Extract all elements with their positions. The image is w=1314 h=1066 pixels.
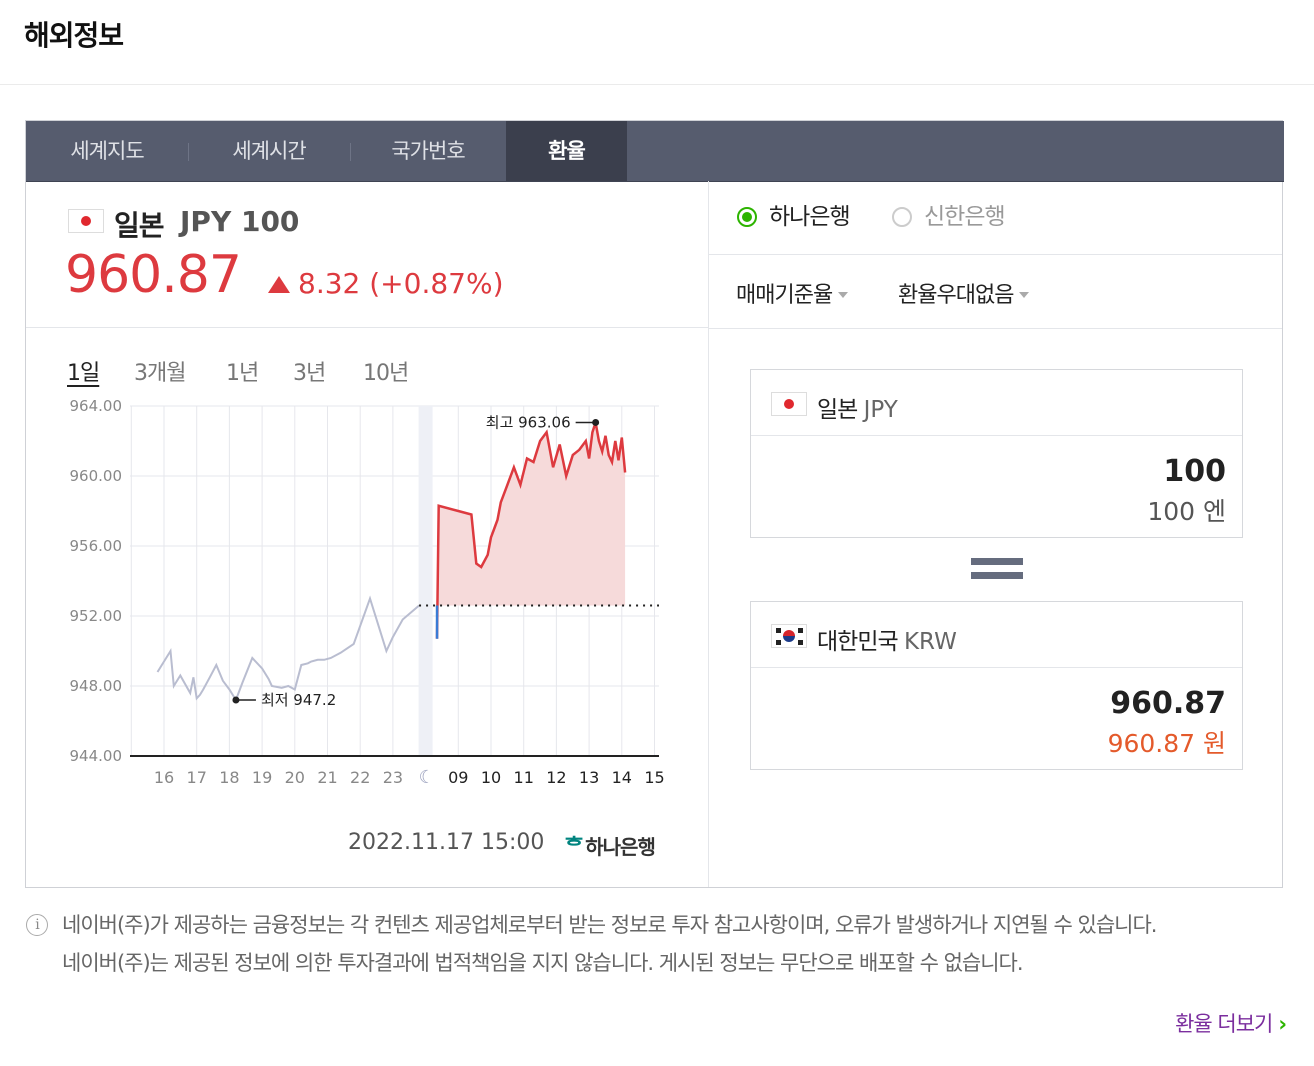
- chart-grid: [130, 405, 659, 757]
- from-country: 일본: [817, 397, 858, 423]
- exchange-widget: 세계지도 세계시간 국가번호 환율 일본 JPY 100 960.87 8.32…: [25, 120, 1284, 888]
- hana-bank-symbol-icon: ᄒ: [564, 835, 584, 860]
- converter-panel: 하나은행 신한은행 매매기준율 환율우대없음 일본 JPY 100 100 엔: [709, 181, 1282, 887]
- low-label: 최저 947.2: [261, 691, 336, 709]
- tab-separator: [188, 143, 189, 161]
- to-currency-header[interactable]: 대한민국 KRW: [751, 602, 1242, 668]
- x-tick-label: 10: [481, 768, 501, 787]
- currency-code: JPY 100: [180, 205, 300, 238]
- radio-unselected-icon: [892, 207, 912, 227]
- period-3months[interactable]: 3개월: [134, 361, 186, 386]
- chevron-right-icon: ›: [1278, 1012, 1287, 1036]
- y-tick-label: 960.00: [70, 467, 123, 485]
- japan-flag-icon: [771, 392, 807, 416]
- caret-down-icon: [1019, 292, 1030, 298]
- radio-hana-bank[interactable]: 하나은행: [737, 197, 851, 231]
- chart-timestamp: 2022.11.17 15:00: [348, 830, 545, 855]
- disclaimer-line: 네이버(주)가 제공하는 금융정보는 각 컨텐츠 제공업체로부터 받는 정보로 …: [62, 913, 1157, 937]
- high-annotation: 최고 963.06: [486, 413, 600, 431]
- header: 해외정보: [0, 0, 1314, 85]
- y-tick-label: 952.00: [70, 607, 123, 625]
- x-axis-labels: 16 17 18 19 20 21 22 23 09 10 11 12 13 14 15: [154, 768, 665, 787]
- disclaimer-line: 네이버(주)는 제공된 정보에 의한 투자결과에 법적책임을 지지 않습니다. …: [62, 951, 1024, 975]
- discount-dropdown[interactable]: 환율우대없음: [898, 277, 1030, 309]
- y-axis-labels: 964.00 960.00 956.00 952.00 948.00 944.00: [70, 397, 123, 765]
- from-amount-text: 100 엔: [1147, 497, 1226, 526]
- x-tick-label: 22: [350, 768, 370, 787]
- to-code: KRW: [903, 629, 957, 655]
- x-tick-label: 13: [579, 768, 599, 787]
- period-10years[interactable]: 10년: [363, 361, 409, 386]
- bank-selector: 하나은행 신한은행: [709, 181, 1282, 255]
- previous-line: [156, 595, 420, 703]
- japan-flag-icon: [68, 209, 104, 233]
- tab-bar: 세계지도 세계시간 국가번호 환율: [26, 121, 1284, 182]
- x-tick-label: 16: [154, 768, 174, 787]
- rate-panel: 일본 JPY 100 960.87 8.32 (+0.87%) 1일 3개월 1…: [26, 181, 709, 887]
- tab-world-time[interactable]: 세계시간: [232, 139, 306, 163]
- from-amount-input[interactable]: 100: [1163, 454, 1226, 489]
- high-label: 최고 963.06: [486, 413, 571, 431]
- x-tick-label: 14: [612, 768, 632, 787]
- hana-bank-logo: ᄒ 하나은행: [564, 835, 656, 860]
- rate-type-dropdown[interactable]: 매매기준율: [736, 277, 849, 309]
- y-tick-label: 948.00: [70, 677, 123, 695]
- tab-country-code[interactable]: 국가번호: [391, 139, 465, 163]
- divider: [26, 327, 708, 328]
- radio-shinhan-bank[interactable]: 신한은행: [892, 197, 1006, 231]
- caret-down-icon: [838, 292, 849, 298]
- x-tick-label: 19: [252, 768, 272, 787]
- y-tick-label: 944.00: [70, 747, 123, 765]
- from-code: JPY: [863, 397, 898, 423]
- rate-options: 매매기준율 환율우대없음: [709, 255, 1282, 329]
- page-title: 해외정보: [24, 19, 124, 52]
- today-line: [435, 422, 627, 639]
- period-1year[interactable]: 1년: [226, 361, 259, 386]
- korea-flag-icon: [771, 624, 807, 648]
- x-tick-label: 21: [317, 768, 337, 787]
- equals-icon: [971, 558, 1023, 586]
- overnight-band: [418, 406, 433, 756]
- x-tick-label: 20: [285, 768, 305, 787]
- x-tick-label: 23: [383, 768, 403, 787]
- low-annotation: 최저 947.2: [232, 691, 336, 709]
- up-arrow-icon: [268, 276, 290, 293]
- x-tick-label: 18: [219, 768, 239, 787]
- tab-exchange-rate[interactable]: 환율: [506, 121, 627, 181]
- period-3years[interactable]: 3년: [293, 361, 326, 386]
- x-tick-label: 17: [187, 768, 207, 787]
- converter-to[interactable]: 대한민국 KRW 960.87 960.87 원: [750, 601, 1243, 770]
- tab-separator: [350, 143, 351, 161]
- radio-selected-icon: [737, 207, 757, 227]
- y-tick-label: 956.00: [70, 537, 123, 555]
- current-rate: 960.87: [65, 245, 242, 305]
- currency-country: 일본: [114, 209, 165, 242]
- x-tick-label: 09: [448, 768, 468, 787]
- period-1day[interactable]: 1일: [67, 361, 100, 386]
- exchange-more-link[interactable]: 환율 더보기 ›: [1175, 1012, 1287, 1036]
- to-amount-text: 960.87 원: [1107, 729, 1226, 758]
- today-area-fill: [437, 422, 626, 639]
- tab-world-map[interactable]: 세계지도: [70, 139, 144, 163]
- y-tick-label: 964.00: [70, 397, 123, 415]
- moon-icon: ☾: [419, 767, 435, 788]
- to-amount-input[interactable]: 960.87: [1110, 686, 1226, 721]
- to-country: 대한민국: [817, 629, 899, 655]
- converter-from[interactable]: 일본 JPY 100 100 엔: [750, 369, 1243, 538]
- rate-change: 8.32 (+0.87%): [298, 267, 504, 300]
- x-tick-label: 12: [546, 768, 566, 787]
- x-tick-label: 15: [644, 768, 664, 787]
- info-icon: i: [26, 914, 48, 936]
- from-currency-header[interactable]: 일본 JPY: [751, 370, 1242, 436]
- x-tick-label: 11: [514, 768, 534, 787]
